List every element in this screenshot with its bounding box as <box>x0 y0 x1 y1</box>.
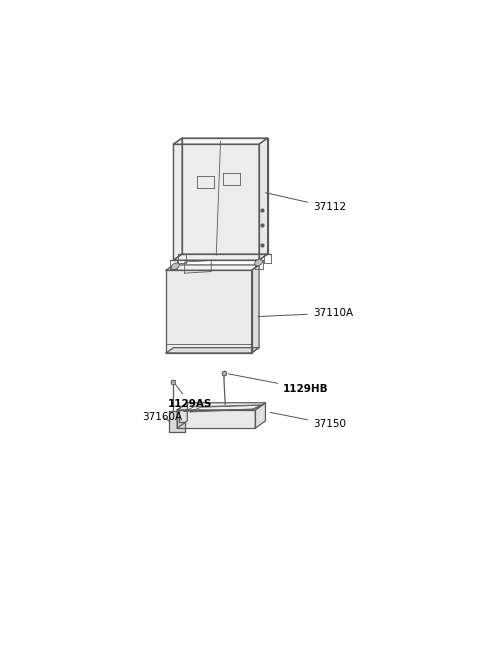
Text: 37150: 37150 <box>270 413 346 429</box>
Text: 37110A: 37110A <box>258 308 353 318</box>
Polygon shape <box>177 410 255 428</box>
Polygon shape <box>177 403 265 410</box>
Polygon shape <box>166 265 259 271</box>
Polygon shape <box>173 138 182 260</box>
Polygon shape <box>177 403 187 428</box>
Ellipse shape <box>255 259 263 266</box>
Polygon shape <box>168 411 185 432</box>
Polygon shape <box>166 271 252 353</box>
Text: 1129AS: 1129AS <box>168 384 212 409</box>
Ellipse shape <box>171 263 180 269</box>
Polygon shape <box>259 138 268 260</box>
Polygon shape <box>173 144 259 260</box>
Polygon shape <box>173 254 268 260</box>
Text: 1129HB: 1129HB <box>228 374 329 394</box>
Polygon shape <box>252 265 259 353</box>
Polygon shape <box>182 138 268 254</box>
Polygon shape <box>255 403 265 428</box>
Text: 37112: 37112 <box>265 193 346 212</box>
Polygon shape <box>166 348 259 353</box>
Text: 37160A: 37160A <box>142 411 182 422</box>
